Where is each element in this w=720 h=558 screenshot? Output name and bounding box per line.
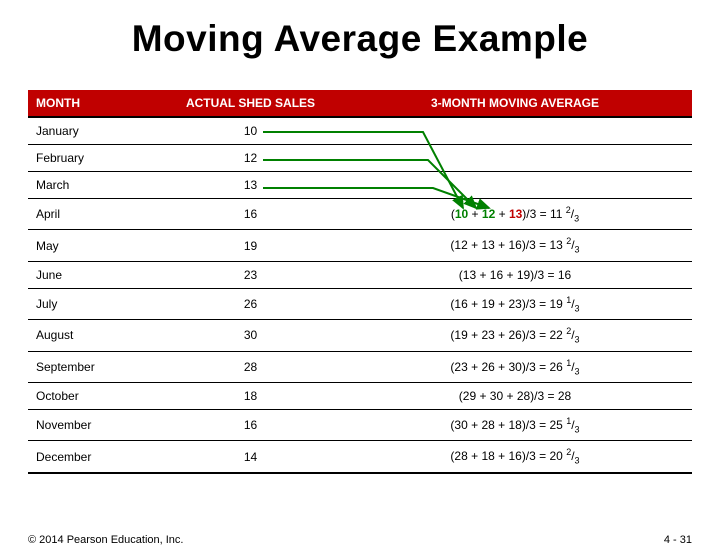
month-cell: January — [28, 117, 163, 145]
month-cell: September — [28, 351, 163, 382]
sales-cell: 12 — [163, 145, 338, 172]
table-row: December14(28 + 18 + 16)/3 = 20 2/3 — [28, 441, 692, 473]
avg-cell: (30 + 28 + 18)/3 = 25 1/3 — [338, 409, 692, 440]
sales-cell: 23 — [163, 261, 338, 288]
col-month-header: MONTH — [28, 90, 163, 117]
sales-cell: 13 — [163, 172, 338, 199]
month-cell: August — [28, 320, 163, 351]
slide-number: 4 - 31 — [664, 534, 692, 546]
avg-cell: (13 + 16 + 19)/3 = 16 — [338, 261, 692, 288]
table-row: September28(23 + 26 + 30)/3 = 26 1/3 — [28, 351, 692, 382]
col-avg-header: 3-MONTH MOVING AVERAGE — [338, 90, 692, 117]
sales-cell: 30 — [163, 320, 338, 351]
table-row: August30(19 + 23 + 26)/3 = 22 2/3 — [28, 320, 692, 351]
avg-cell — [338, 117, 692, 145]
table-row: January10 — [28, 117, 692, 145]
sales-cell: 10 — [163, 117, 338, 145]
table-row: June23(13 + 16 + 19)/3 = 16 — [28, 261, 692, 288]
table-row: November16(30 + 28 + 18)/3 = 25 1/3 — [28, 409, 692, 440]
sales-cell: 16 — [163, 409, 338, 440]
table-header-row: MONTH ACTUAL SHED SALES 3-MONTH MOVING A… — [28, 90, 692, 117]
month-cell: April — [28, 199, 163, 230]
sales-cell: 28 — [163, 351, 338, 382]
copyright-text: © 2014 Pearson Education, Inc. — [28, 534, 183, 546]
month-cell: May — [28, 230, 163, 261]
slide-title: Moving Average Example — [0, 18, 720, 60]
table-row: October18(29 + 30 + 28)/3 = 28 — [28, 382, 692, 409]
month-cell: June — [28, 261, 163, 288]
table-row: March13 — [28, 172, 692, 199]
col-sales-header: ACTUAL SHED SALES — [163, 90, 338, 117]
table-row: April16(10 + 12 + 13)/3 = 11 2/3 — [28, 199, 692, 230]
month-cell: November — [28, 409, 163, 440]
month-cell: February — [28, 145, 163, 172]
sales-cell: 18 — [163, 382, 338, 409]
sales-cell: 19 — [163, 230, 338, 261]
avg-cell: (23 + 26 + 30)/3 = 26 1/3 — [338, 351, 692, 382]
sales-cell: 14 — [163, 441, 338, 473]
avg-cell — [338, 172, 692, 199]
avg-cell: (12 + 13 + 16)/3 = 13 2/3 — [338, 230, 692, 261]
month-cell: March — [28, 172, 163, 199]
table-container: MONTH ACTUAL SHED SALES 3-MONTH MOVING A… — [28, 90, 692, 474]
avg-cell: (29 + 30 + 28)/3 = 28 — [338, 382, 692, 409]
month-cell: December — [28, 441, 163, 473]
avg-cell: (28 + 18 + 16)/3 = 20 2/3 — [338, 441, 692, 473]
month-cell: July — [28, 288, 163, 319]
table-row: February12 — [28, 145, 692, 172]
month-cell: October — [28, 382, 163, 409]
avg-cell — [338, 145, 692, 172]
slide-footer: © 2014 Pearson Education, Inc. 4 - 31 — [28, 534, 692, 546]
avg-cell: (19 + 23 + 26)/3 = 22 2/3 — [338, 320, 692, 351]
sales-cell: 26 — [163, 288, 338, 319]
table-row: July26(16 + 19 + 23)/3 = 19 1/3 — [28, 288, 692, 319]
table-row: May19(12 + 13 + 16)/3 = 13 2/3 — [28, 230, 692, 261]
avg-cell: (16 + 19 + 23)/3 = 19 1/3 — [338, 288, 692, 319]
moving-average-table: MONTH ACTUAL SHED SALES 3-MONTH MOVING A… — [28, 90, 692, 474]
avg-cell: (10 + 12 + 13)/3 = 11 2/3 — [338, 199, 692, 230]
sales-cell: 16 — [163, 199, 338, 230]
